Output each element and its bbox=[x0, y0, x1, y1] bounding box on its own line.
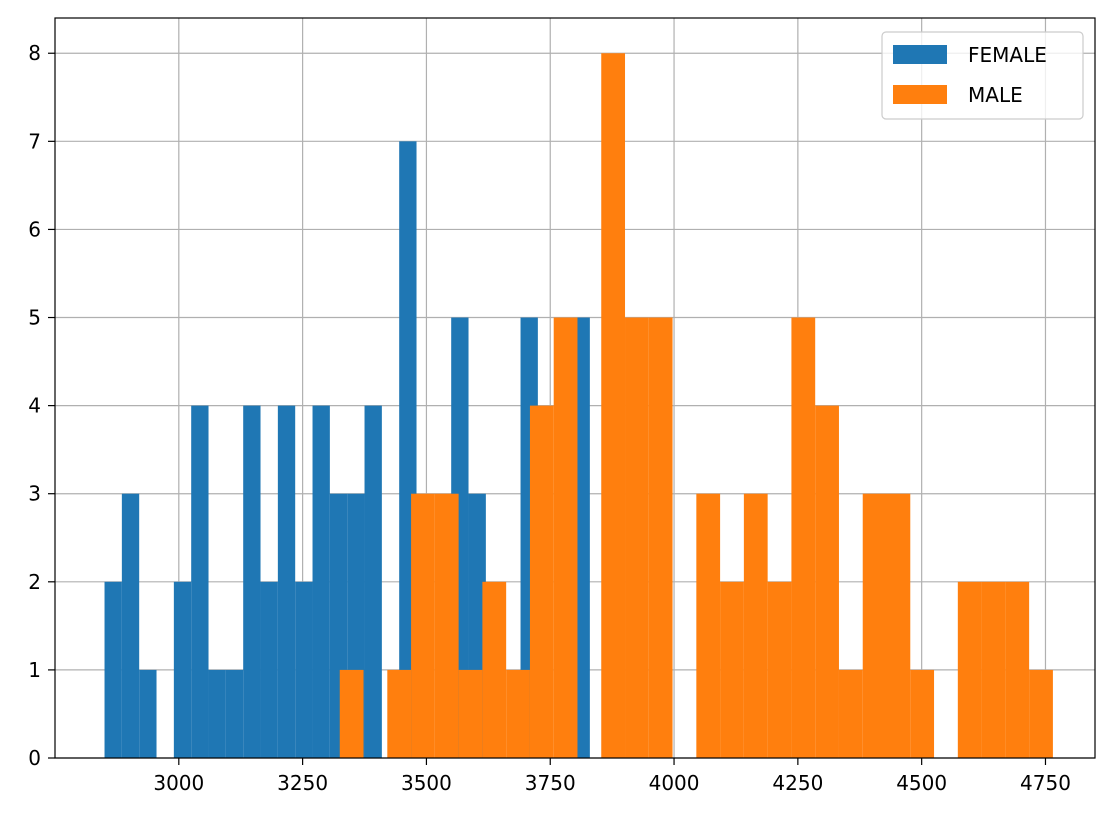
bar-male bbox=[553, 317, 578, 758]
bar-male bbox=[434, 493, 459, 758]
bar-male bbox=[529, 405, 554, 758]
x-tick-label: 4000 bbox=[649, 771, 700, 795]
bar-male bbox=[862, 493, 887, 758]
bar-female bbox=[295, 581, 313, 758]
y-tick-label: 4 bbox=[28, 394, 41, 418]
bar-female bbox=[104, 581, 122, 758]
bar-male bbox=[981, 581, 1006, 758]
y-tick-label: 2 bbox=[28, 570, 41, 594]
bar-male bbox=[506, 669, 530, 758]
legend-label-female: FEMALE bbox=[968, 43, 1047, 67]
y-tick-label: 8 bbox=[28, 41, 41, 65]
bar-male bbox=[387, 669, 412, 758]
y-tick-label: 1 bbox=[28, 658, 41, 682]
bar-male bbox=[339, 669, 364, 758]
bar-male bbox=[815, 405, 839, 758]
bar-male bbox=[720, 581, 744, 758]
bar-female bbox=[139, 669, 157, 758]
bar-male bbox=[625, 317, 649, 758]
y-tick-label: 3 bbox=[28, 482, 41, 506]
x-tick-label: 3000 bbox=[153, 771, 204, 795]
bar-male bbox=[910, 669, 935, 758]
x-tick-label: 4500 bbox=[896, 771, 947, 795]
y-tick-label: 7 bbox=[28, 129, 41, 153]
bar-male bbox=[1029, 669, 1053, 758]
bar-female bbox=[225, 669, 244, 758]
series-male bbox=[339, 53, 1053, 758]
y-tick-label: 6 bbox=[28, 217, 41, 241]
bar-male bbox=[601, 53, 626, 758]
x-tick-label: 4750 bbox=[1020, 771, 1071, 795]
x-tick-label: 3500 bbox=[401, 771, 452, 795]
bar-male bbox=[458, 669, 483, 758]
bar-female bbox=[173, 581, 192, 758]
bar-male bbox=[886, 493, 911, 758]
histogram-bars bbox=[104, 53, 1053, 759]
legend-swatch-male bbox=[893, 85, 947, 104]
bar-female bbox=[260, 581, 278, 758]
x-tick-label: 4250 bbox=[772, 771, 823, 795]
bar-male bbox=[791, 317, 816, 758]
bar-female bbox=[312, 405, 330, 758]
y-tick-label: 5 bbox=[28, 306, 41, 330]
bar-male bbox=[957, 581, 982, 758]
bar-male bbox=[1005, 581, 1030, 758]
bar-male bbox=[838, 669, 863, 758]
bar-male bbox=[767, 581, 792, 758]
bar-male bbox=[482, 581, 507, 758]
bar-male bbox=[743, 493, 768, 758]
bar-female bbox=[243, 405, 261, 758]
bar-male bbox=[696, 493, 721, 758]
bar-female bbox=[208, 669, 226, 758]
legend-swatch-female bbox=[893, 45, 947, 64]
y-tick-label: 0 bbox=[28, 746, 41, 770]
bar-female bbox=[191, 405, 209, 758]
bar-male bbox=[411, 493, 435, 758]
bar-male bbox=[648, 317, 673, 758]
axis-ticks: 3000 3250 3500 3750 4000 4250 4500 4750 0 1 2 3 4 5 6 7… bbox=[28, 41, 1071, 795]
plot-frame bbox=[54, 17, 1096, 759]
bar-female bbox=[121, 493, 140, 758]
legend: FEMALE MALE bbox=[881, 31, 1084, 120]
legend-label-male: MALE bbox=[968, 83, 1023, 107]
x-tick-label: 3750 bbox=[525, 771, 576, 795]
bar-female bbox=[277, 405, 296, 758]
series-female bbox=[104, 141, 590, 759]
bar-female bbox=[364, 405, 382, 758]
x-tick-label: 3250 bbox=[277, 771, 328, 795]
